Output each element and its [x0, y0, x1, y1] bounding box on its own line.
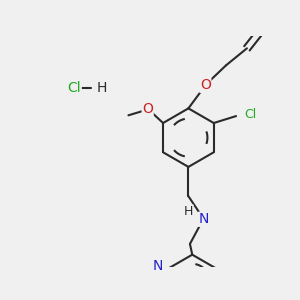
Text: Cl: Cl — [244, 108, 257, 121]
Text: O: O — [142, 102, 153, 116]
Text: H: H — [184, 205, 193, 218]
Text: N: N — [199, 212, 209, 226]
Text: O: O — [200, 78, 211, 92]
Text: H: H — [97, 81, 107, 95]
Text: N: N — [153, 259, 164, 273]
Text: Cl: Cl — [68, 81, 81, 95]
